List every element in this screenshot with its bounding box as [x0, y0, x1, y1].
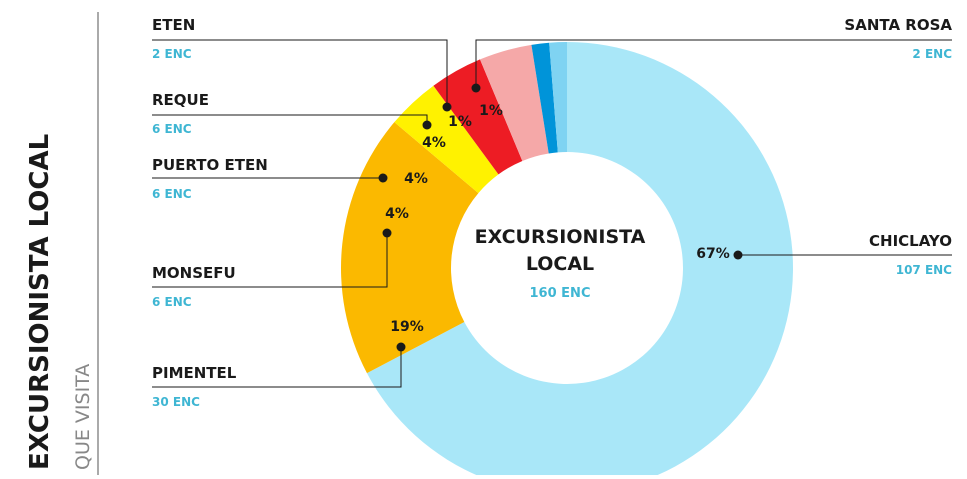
percentage-label: 4%	[385, 206, 409, 222]
leader-dot	[378, 173, 388, 183]
center-text: LOCAL	[526, 253, 594, 275]
center-total: 160 ENC	[530, 286, 591, 301]
percentage-label: 4%	[404, 171, 428, 187]
percentage-label: 67%	[696, 246, 730, 262]
value-label: 6 ENC	[152, 187, 192, 201]
percentage-label: 19%	[390, 319, 424, 335]
slice	[531, 42, 558, 154]
value-label: 107 ENC	[896, 263, 952, 277]
leader-line	[475, 39, 952, 88]
percentage-label: 1%	[479, 103, 503, 119]
percentage-label: 1%	[448, 114, 472, 130]
slice	[394, 85, 499, 194]
value-label: 2 ENC	[912, 47, 952, 61]
leader-line	[152, 114, 428, 125]
leader-dot	[422, 120, 432, 130]
donut	[341, 42, 793, 479]
leader-line	[152, 233, 388, 288]
value-label: 6 ENC	[152, 122, 192, 136]
slice	[341, 122, 479, 374]
category-label: ETEN	[152, 16, 195, 34]
category-label: PUERTO ETEN	[152, 156, 268, 174]
leader-dot	[442, 102, 452, 112]
leader-line	[152, 347, 402, 388]
category-label: PIMENTEL	[152, 364, 237, 382]
slice	[479, 44, 549, 161]
category-label: MONSEFU	[152, 264, 236, 282]
leader-line	[152, 39, 448, 107]
leader-dot	[396, 342, 406, 352]
leader-dot	[382, 228, 392, 238]
value-label: 6 ENC	[152, 295, 192, 309]
category-label: REQUE	[152, 91, 209, 109]
leader-dot	[733, 250, 743, 260]
chart-subtitle: QUE VISITA	[72, 364, 94, 470]
category-label: CHICLAYO	[869, 232, 952, 250]
slice	[549, 42, 567, 153]
percentage-label: 4%	[422, 135, 446, 151]
value-label: 2 ENC	[152, 47, 192, 61]
leader-dot	[471, 83, 481, 93]
value-label: 30 ENC	[152, 395, 200, 409]
slice	[366, 42, 793, 479]
chart-title: EXCURSIONISTA LOCAL	[25, 134, 55, 470]
center-text: EXCURSIONISTA	[475, 226, 646, 248]
slice	[433, 59, 523, 175]
category-label: SANTA ROSA	[844, 16, 952, 34]
